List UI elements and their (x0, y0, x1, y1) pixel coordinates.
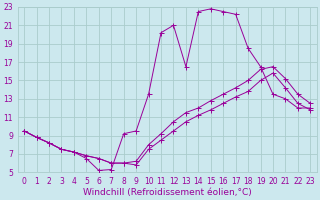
X-axis label: Windchill (Refroidissement éolien,°C): Windchill (Refroidissement éolien,°C) (83, 188, 252, 197)
